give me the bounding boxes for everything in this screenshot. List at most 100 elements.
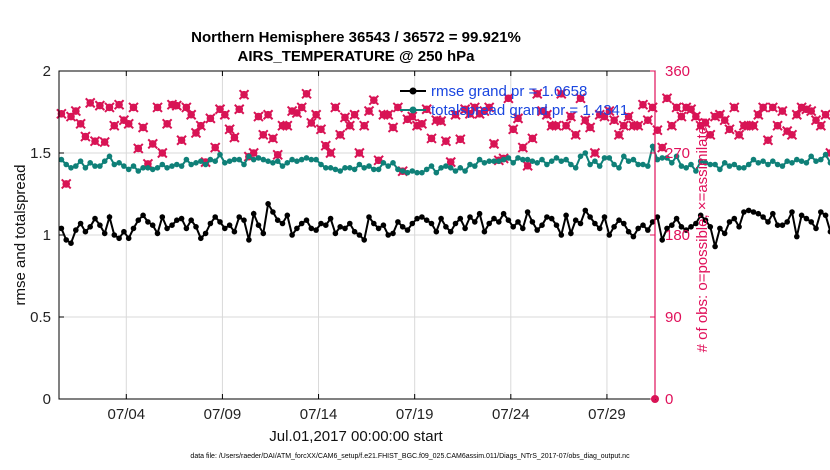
- obs-count-point: [806, 105, 817, 117]
- rmse-point: [654, 214, 661, 220]
- obs-count-cross: [767, 102, 778, 113]
- rmse-point: [558, 232, 565, 238]
- totalspread-point: [524, 156, 531, 163]
- totalspread-point: [510, 160, 516, 166]
- obs-count-cross: [762, 135, 774, 146]
- rmse-point: [342, 225, 348, 232]
- rmse-point: [159, 214, 166, 220]
- rmse-point: [524, 209, 531, 215]
- x-tick-label: 07/29: [588, 406, 626, 423]
- totalspread-point: [486, 158, 493, 164]
- obs-count-point: [575, 93, 586, 104]
- rmse-point: [217, 219, 223, 225]
- obs-count-point: [503, 93, 514, 104]
- rmse-point: [130, 225, 137, 232]
- obs-count-cross: [75, 118, 86, 130]
- totalspread-point: [808, 153, 814, 160]
- obs-count-point: [407, 111, 418, 122]
- obs-count-point: [435, 115, 447, 127]
- totalspread-point: [366, 163, 372, 169]
- totalspread-point: [375, 166, 382, 173]
- obs-count-cross: [344, 120, 355, 131]
- obs-count-cross: [325, 147, 336, 159]
- obs-count-cross: [310, 109, 322, 120]
- series-rmse: [58, 200, 830, 250]
- obs-count-point: [551, 120, 562, 131]
- rmse-point: [135, 217, 142, 223]
- obs-count-cross: [589, 147, 601, 159]
- rmse-point: [443, 224, 449, 230]
- rmse-point: [58, 225, 65, 232]
- legend-rmse-marker: [409, 87, 417, 95]
- totalspread-point: [794, 156, 800, 163]
- rmse-point: [111, 232, 118, 238]
- totalspread-point: [236, 156, 242, 163]
- obs-count-cross: [181, 102, 192, 113]
- obs-count-cross: [786, 129, 798, 140]
- totalspread-point: [154, 165, 161, 171]
- totalspread-point: [587, 161, 593, 168]
- obs-count-point: [604, 105, 615, 117]
- obs-count-cross: [387, 122, 399, 133]
- obs-count-point: [455, 134, 466, 145]
- obs-count-cross: [541, 109, 553, 120]
- obs-count-point: [137, 122, 149, 133]
- totalspread-point: [361, 165, 368, 171]
- rmse-point: [481, 228, 488, 235]
- rmse-point: [87, 224, 93, 230]
- obs-count-point: [541, 109, 553, 120]
- totalspread-point: [803, 160, 810, 166]
- totalspread-point: [673, 153, 680, 160]
- rmse-point: [789, 209, 795, 215]
- obs-count-point: [522, 160, 533, 171]
- rmse-point: [116, 235, 122, 242]
- rmse-point: [765, 219, 771, 225]
- totalspread-point: [539, 156, 545, 163]
- rmse-point: [563, 212, 569, 219]
- obs-count-cross: [147, 138, 158, 150]
- rmse-point: [198, 235, 204, 242]
- obs-count-point: [762, 135, 774, 146]
- rmse-point: [649, 219, 656, 225]
- obs-count-cross: [469, 102, 480, 113]
- obs-count-cross: [185, 109, 197, 120]
- obs-count-point: [671, 102, 682, 113]
- rmse-point: [808, 219, 814, 225]
- rmse-point: [457, 215, 464, 222]
- series-obs-count: [56, 88, 830, 403]
- obs-count-point: [719, 114, 730, 126]
- rmse-point: [347, 220, 353, 227]
- rmse-point: [486, 220, 493, 227]
- totalspread-point: [294, 158, 300, 164]
- rmse-point: [745, 207, 752, 214]
- rmse-point: [673, 215, 680, 222]
- obs-count-point: [306, 117, 317, 129]
- totalspread-point: [313, 156, 319, 163]
- obs-count-point: [657, 142, 668, 153]
- obs-count-point: [109, 120, 120, 131]
- totalspread-point: [818, 156, 824, 163]
- series-totalspread: [58, 142, 830, 176]
- totalspread-point: [255, 155, 262, 161]
- totalspread-point: [438, 165, 444, 171]
- obs-count-point: [570, 129, 581, 140]
- rmse-point: [188, 217, 194, 223]
- obs-count-cross: [368, 94, 380, 106]
- obs-count-cross: [238, 89, 250, 100]
- rmse-point: [423, 217, 430, 223]
- obs-count-cross: [301, 88, 312, 99]
- obs-count-point: [508, 124, 519, 135]
- obs-count-point: [176, 135, 187, 146]
- rmse-point: [390, 230, 396, 237]
- obs-count-point: [147, 138, 158, 150]
- rmse-point: [520, 225, 526, 232]
- obs-count-cross: [580, 114, 591, 126]
- totalspread-point: [822, 151, 829, 158]
- obs-count-point: [724, 124, 735, 135]
- obs-count-cross: [224, 124, 235, 135]
- obs-count-point: [580, 114, 591, 126]
- obs-count-cross: [455, 134, 466, 145]
- totalspread-point: [125, 166, 132, 173]
- obs-count-cross: [570, 129, 581, 140]
- obs-count-point: [104, 102, 115, 113]
